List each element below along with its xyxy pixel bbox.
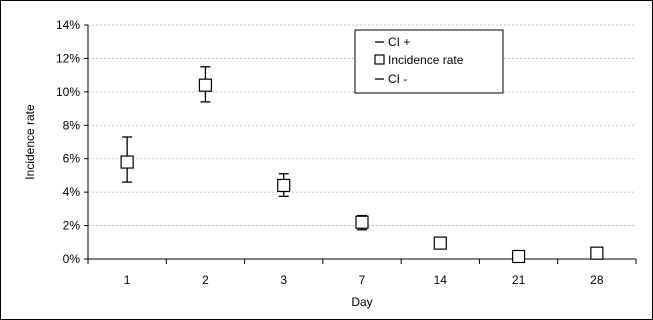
data-point-group xyxy=(590,246,604,260)
data-points xyxy=(120,66,604,264)
axes xyxy=(87,25,636,260)
legend-ci-plus-label: CI + xyxy=(388,35,410,49)
y-tick-label: 2% xyxy=(63,219,81,233)
legend: CI + Incidence rate CI - xyxy=(354,29,504,94)
incidence-rate-marker xyxy=(433,236,447,250)
data-point-group xyxy=(277,173,291,197)
incidence-rate-marker xyxy=(590,246,604,260)
y-tick-label: 14% xyxy=(56,18,80,32)
y-tick-label: 6% xyxy=(63,152,81,166)
y-tick-label: 4% xyxy=(63,185,81,199)
x-tick-label: 14 xyxy=(434,273,448,287)
x-tick-label: 28 xyxy=(590,273,604,287)
x-axis-ticks: 1 2 3 7 14 21 28 xyxy=(87,259,637,287)
incidence-rate-marker xyxy=(355,215,369,229)
x-tick-label: 7 xyxy=(359,273,366,287)
incidence-rate-marker xyxy=(120,155,134,169)
y-axis-label: Incidence rate xyxy=(23,104,37,180)
incidence-rate-marker xyxy=(277,178,291,193)
incidence-rate-marker xyxy=(198,78,213,92)
legend-ci-minus-label: CI - xyxy=(388,72,407,86)
legend-incidence-marker xyxy=(374,54,385,65)
y-tick-label: 12% xyxy=(56,51,80,65)
x-tick-label: 21 xyxy=(512,273,526,287)
data-point-group xyxy=(433,236,447,250)
data-point-group xyxy=(511,249,526,264)
x-tick-label: 1 xyxy=(124,273,131,287)
y-tick-label: 8% xyxy=(63,118,81,132)
y-axis-ticks: 0% 2% 4% 6% 8% 10% 12% 14% xyxy=(56,18,88,266)
y-tick-label: 0% xyxy=(63,252,81,266)
x-tick-label: 2 xyxy=(202,273,209,287)
grid xyxy=(88,24,636,226)
y-tick-label: 10% xyxy=(56,85,80,99)
data-point-group xyxy=(198,66,213,103)
data-point-group xyxy=(120,136,134,183)
legend-incidence-label: Incidence rate xyxy=(388,53,464,67)
x-tick-label: 3 xyxy=(280,273,287,287)
data-point-group xyxy=(355,214,369,231)
incidence-rate-marker xyxy=(511,249,526,264)
x-axis-label: Day xyxy=(351,295,372,309)
